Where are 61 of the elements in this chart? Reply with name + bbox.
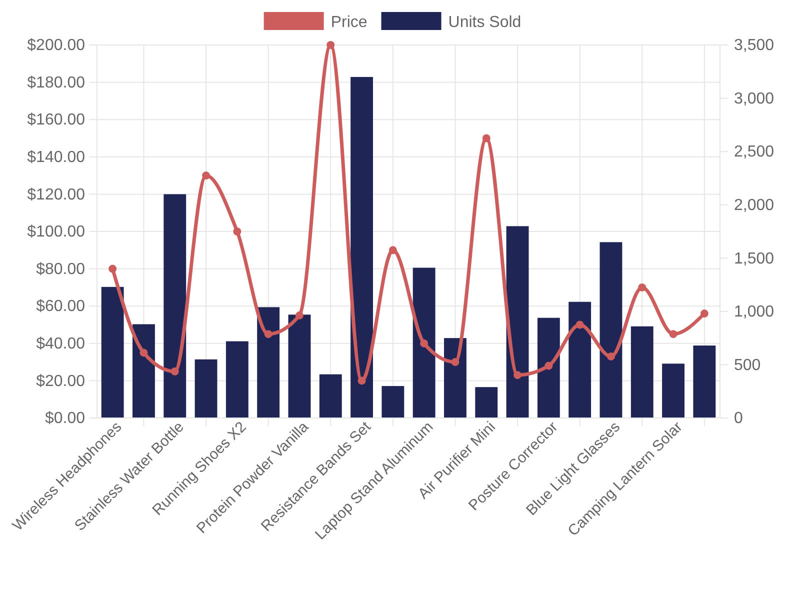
y2-tick-label: 1,500 — [734, 250, 774, 268]
point — [295, 311, 304, 320]
y2-tick-label: 500 — [734, 356, 761, 374]
bar — [194, 359, 218, 418]
y2-tick-label: 1,000 — [734, 304, 774, 321]
point — [108, 264, 117, 273]
point — [514, 371, 522, 380]
y2-tick-label: 3,500 — [734, 37, 774, 54]
point — [451, 358, 460, 366]
y-tick-label: $180.00 — [27, 74, 86, 92]
y2-tick-label: 0 — [734, 410, 743, 428]
point — [482, 134, 490, 142]
bar — [319, 374, 342, 418]
bar — [350, 76, 373, 418]
point — [544, 362, 553, 370]
bar — [101, 286, 124, 418]
bar — [164, 194, 186, 418]
point — [388, 246, 397, 254]
bar — [506, 226, 529, 418]
point — [669, 330, 678, 338]
bar — [568, 302, 592, 418]
legend-label: Units Sold — [448, 14, 522, 31]
y-tick-label: $120.00 — [27, 186, 86, 204]
point — [170, 367, 179, 376]
y2-tick-label: 2,000 — [734, 196, 774, 214]
point — [700, 310, 708, 318]
point — [202, 172, 210, 180]
bar — [537, 318, 560, 418]
point — [576, 320, 584, 329]
bar — [412, 268, 436, 418]
y-tick-label: $160.00 — [27, 112, 86, 129]
point — [233, 228, 242, 236]
y-tick-label: $200.00 — [27, 37, 86, 54]
y-tick-label: $80.00 — [36, 260, 86, 278]
y-tick-label: $100.00 — [27, 224, 86, 241]
bar — [382, 386, 404, 418]
y-tick-label: $140.00 — [27, 149, 86, 166]
point — [420, 339, 428, 348]
bar — [132, 324, 155, 418]
point — [326, 41, 335, 49]
bar — [600, 242, 622, 418]
y-tick-label: $20.00 — [36, 372, 86, 390]
bar — [662, 364, 684, 418]
bar — [475, 387, 498, 418]
y-tick-label: $40.00 — [36, 336, 86, 353]
bar — [444, 338, 466, 418]
bar — [288, 314, 311, 418]
point — [140, 348, 148, 357]
point — [606, 352, 615, 360]
y-tick-label: $60.00 — [36, 298, 86, 316]
point — [264, 330, 272, 338]
y2-tick-label: 2,500 — [734, 144, 774, 161]
point — [358, 376, 366, 385]
bar — [630, 326, 654, 418]
y2-tick-label: 3,000 — [734, 90, 774, 108]
bar — [257, 307, 280, 418]
y-tick-label: $0.00 — [44, 410, 86, 428]
point — [638, 283, 646, 292]
bar — [226, 341, 248, 418]
bar — [693, 346, 716, 418]
legend-label: Price — [330, 14, 368, 31]
